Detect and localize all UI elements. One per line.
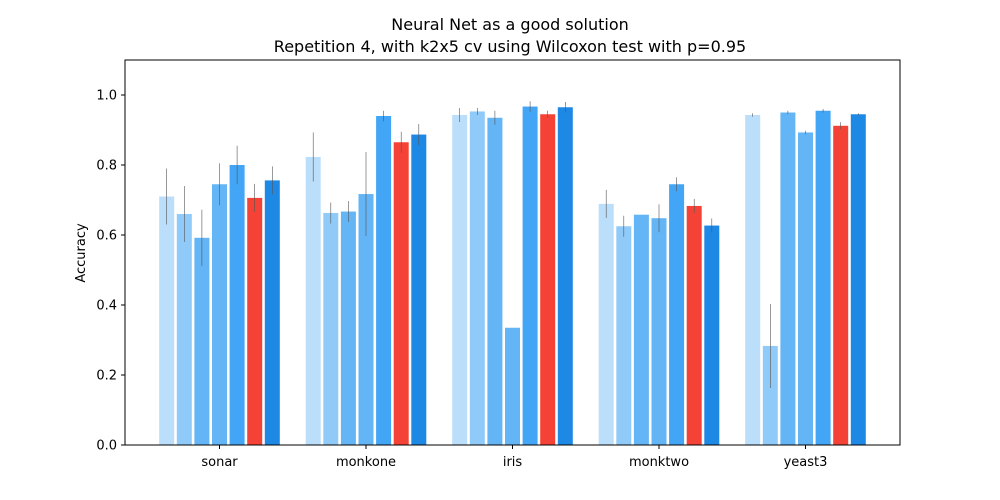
bar-yeast3-4 xyxy=(815,110,831,445)
bar-monkone-6 xyxy=(411,134,427,446)
bar-monktwo-1 xyxy=(616,226,632,445)
plot-frame xyxy=(124,59,901,446)
bar-iris-5 xyxy=(540,114,556,445)
x-tick-label-monktwo: monktwo xyxy=(629,455,689,470)
bar-iris-4 xyxy=(522,106,538,446)
axes-layer: sonar monkone iris monktwo yeast3 0.0 0.2 0.4 0.… xyxy=(96,89,827,471)
bar-yeast3-5 xyxy=(833,125,849,446)
bar-sonar-4 xyxy=(229,165,245,445)
x-tick-label-monkone: monkone xyxy=(336,455,396,470)
chart-subtitle: Repetition 4, with k2x5 cv using Wilcoxo… xyxy=(274,37,746,56)
x-tick-label-yeast3: yeast3 xyxy=(784,455,828,470)
bar-yeast3-0 xyxy=(745,114,761,445)
bar-yeast3-6 xyxy=(850,114,866,445)
bar-monktwo-3 xyxy=(651,218,667,445)
bar-monktwo-2 xyxy=(633,214,649,445)
bar-iris-1 xyxy=(469,111,485,445)
bar-iris-6 xyxy=(557,107,573,445)
bar-monkone-5 xyxy=(393,142,409,445)
bar-monkone-2 xyxy=(340,211,356,445)
bar-monktwo-5 xyxy=(686,205,702,445)
y-tick-label-1.0: 1.0 xyxy=(96,89,117,104)
bar-yeast3-3 xyxy=(798,132,813,445)
bar-monktwo-0 xyxy=(598,203,614,445)
bar-iris-3 xyxy=(505,327,520,445)
x-tick-label-sonar: sonar xyxy=(201,455,238,470)
bar-sonar-3 xyxy=(212,184,227,445)
bar-monkone-0 xyxy=(305,156,321,445)
bar-monktwo-6 xyxy=(704,225,720,445)
error-bars-layer xyxy=(166,101,859,388)
y-tick-label-0.0: 0.0 xyxy=(96,439,117,454)
bar-iris-0 xyxy=(452,114,468,445)
bar-monktwo-4 xyxy=(669,184,685,445)
bar-sonar-1 xyxy=(176,214,192,445)
chart-title: Neural Net as a good solution xyxy=(391,15,629,34)
bar-sonar-2 xyxy=(194,237,210,445)
y-tick-label-0.4: 0.4 xyxy=(96,299,117,314)
y-tick-label-0.2: 0.2 xyxy=(96,369,117,384)
bar-sonar-5 xyxy=(247,197,263,445)
y-tick-label-0.8: 0.8 xyxy=(96,159,117,174)
bar-iris-2 xyxy=(487,117,503,445)
bar-yeast3-1 xyxy=(762,345,778,445)
bar-sonar-0 xyxy=(159,196,175,445)
bar-sonar-6 xyxy=(264,180,280,445)
bars-layer xyxy=(159,106,866,446)
bar-monkone-4 xyxy=(376,116,392,445)
y-tick-label-0.6: 0.6 xyxy=(96,229,117,244)
y-axis-label: Accuracy xyxy=(74,223,89,283)
bar-monkone-1 xyxy=(323,212,339,445)
x-tick-label-iris: iris xyxy=(503,455,523,470)
bar-yeast3-2 xyxy=(780,112,796,445)
bar-monkone-3 xyxy=(358,194,374,445)
